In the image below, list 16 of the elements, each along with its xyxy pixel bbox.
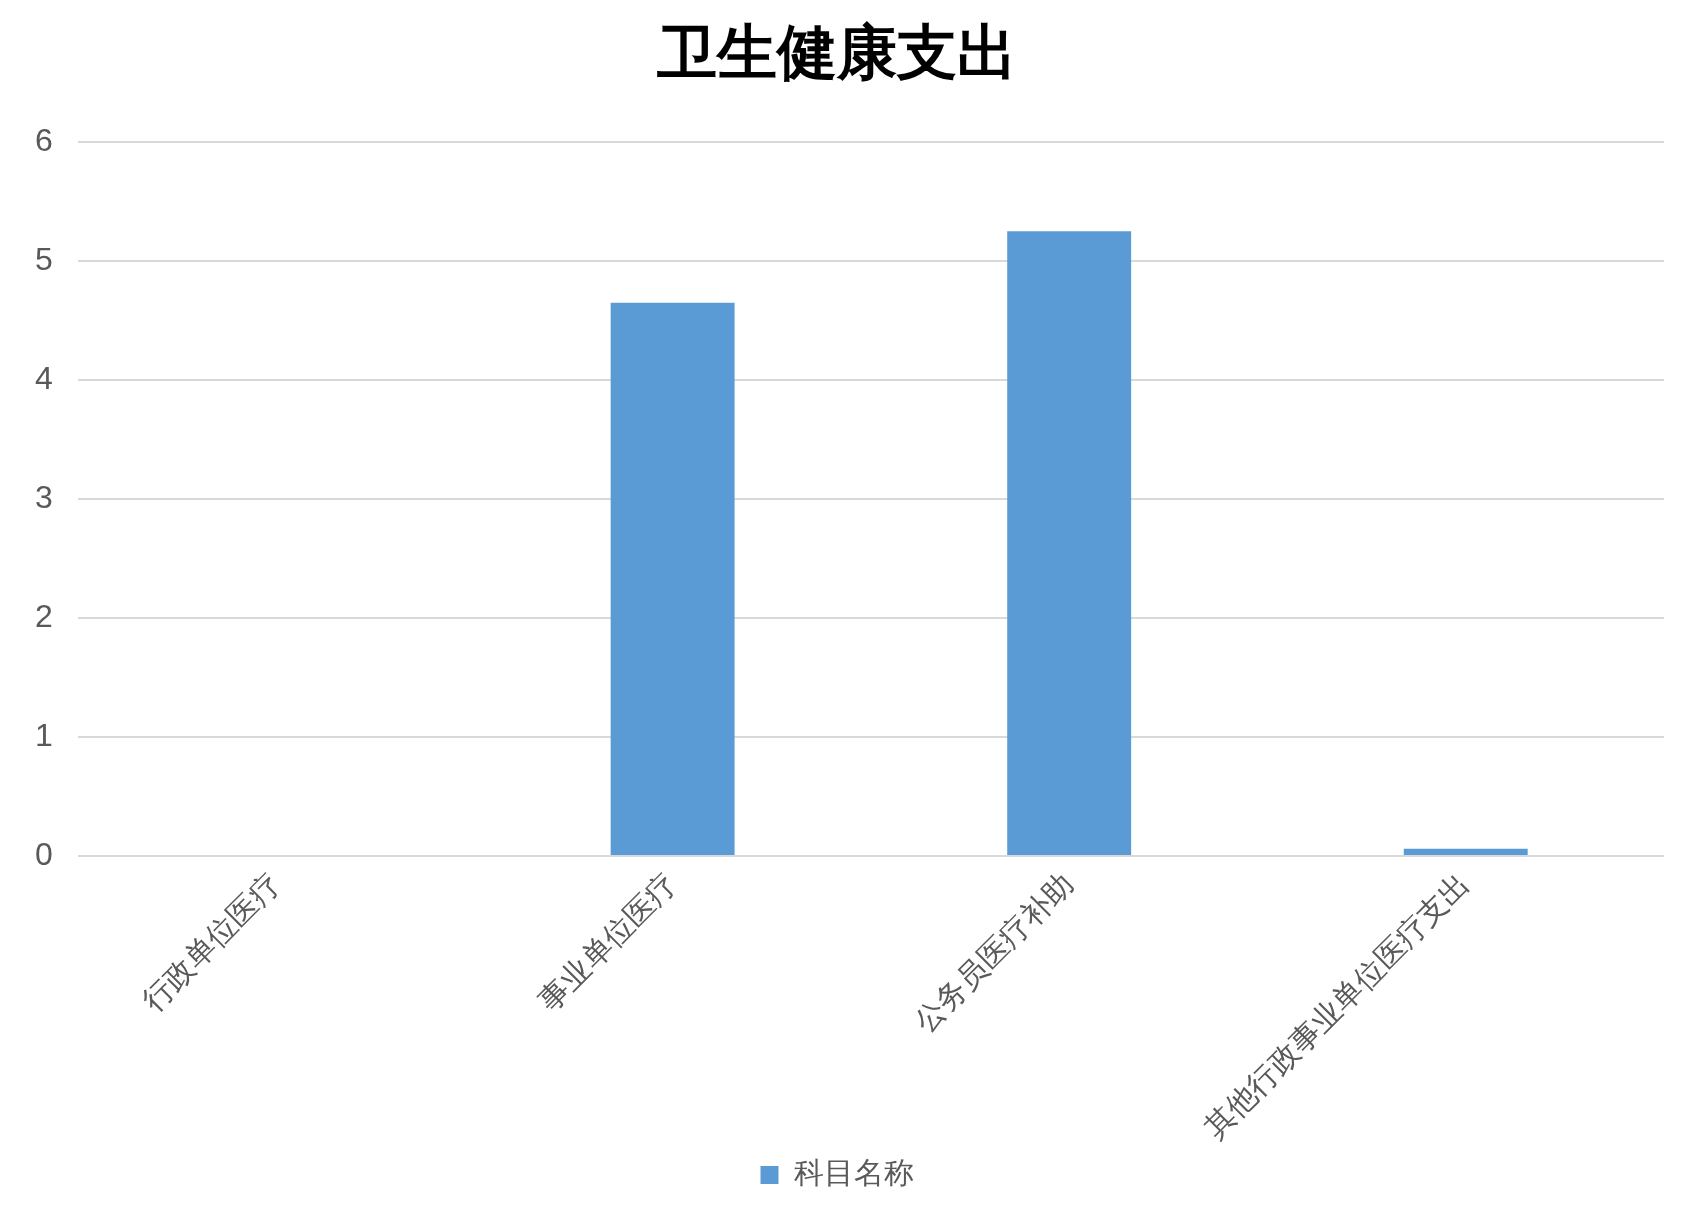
y-tick-label: 2 bbox=[35, 597, 53, 634]
x-tick-label: 行政单位医疗 bbox=[135, 866, 287, 1018]
legend-label: 科目名称 bbox=[793, 1156, 914, 1190]
x-tick-label: 公务员医疗补助 bbox=[907, 866, 1080, 1039]
x-tick-label: 其他行政事业单位医疗支出 bbox=[1197, 866, 1476, 1145]
y-tick-label: 1 bbox=[35, 716, 53, 753]
x-tick-label: 事业单位医疗 bbox=[532, 866, 683, 1018]
y-tick-label: 4 bbox=[35, 359, 53, 396]
bar bbox=[1403, 848, 1528, 855]
y-tick-label: 0 bbox=[35, 835, 53, 872]
y-tick-label: 5 bbox=[35, 240, 53, 277]
y-tick-label: 6 bbox=[35, 121, 53, 158]
bar bbox=[610, 302, 735, 855]
bar bbox=[1007, 231, 1132, 855]
y-tick-label: 3 bbox=[35, 478, 53, 515]
chart-title: 卫生健康支出 bbox=[657, 18, 1017, 86]
